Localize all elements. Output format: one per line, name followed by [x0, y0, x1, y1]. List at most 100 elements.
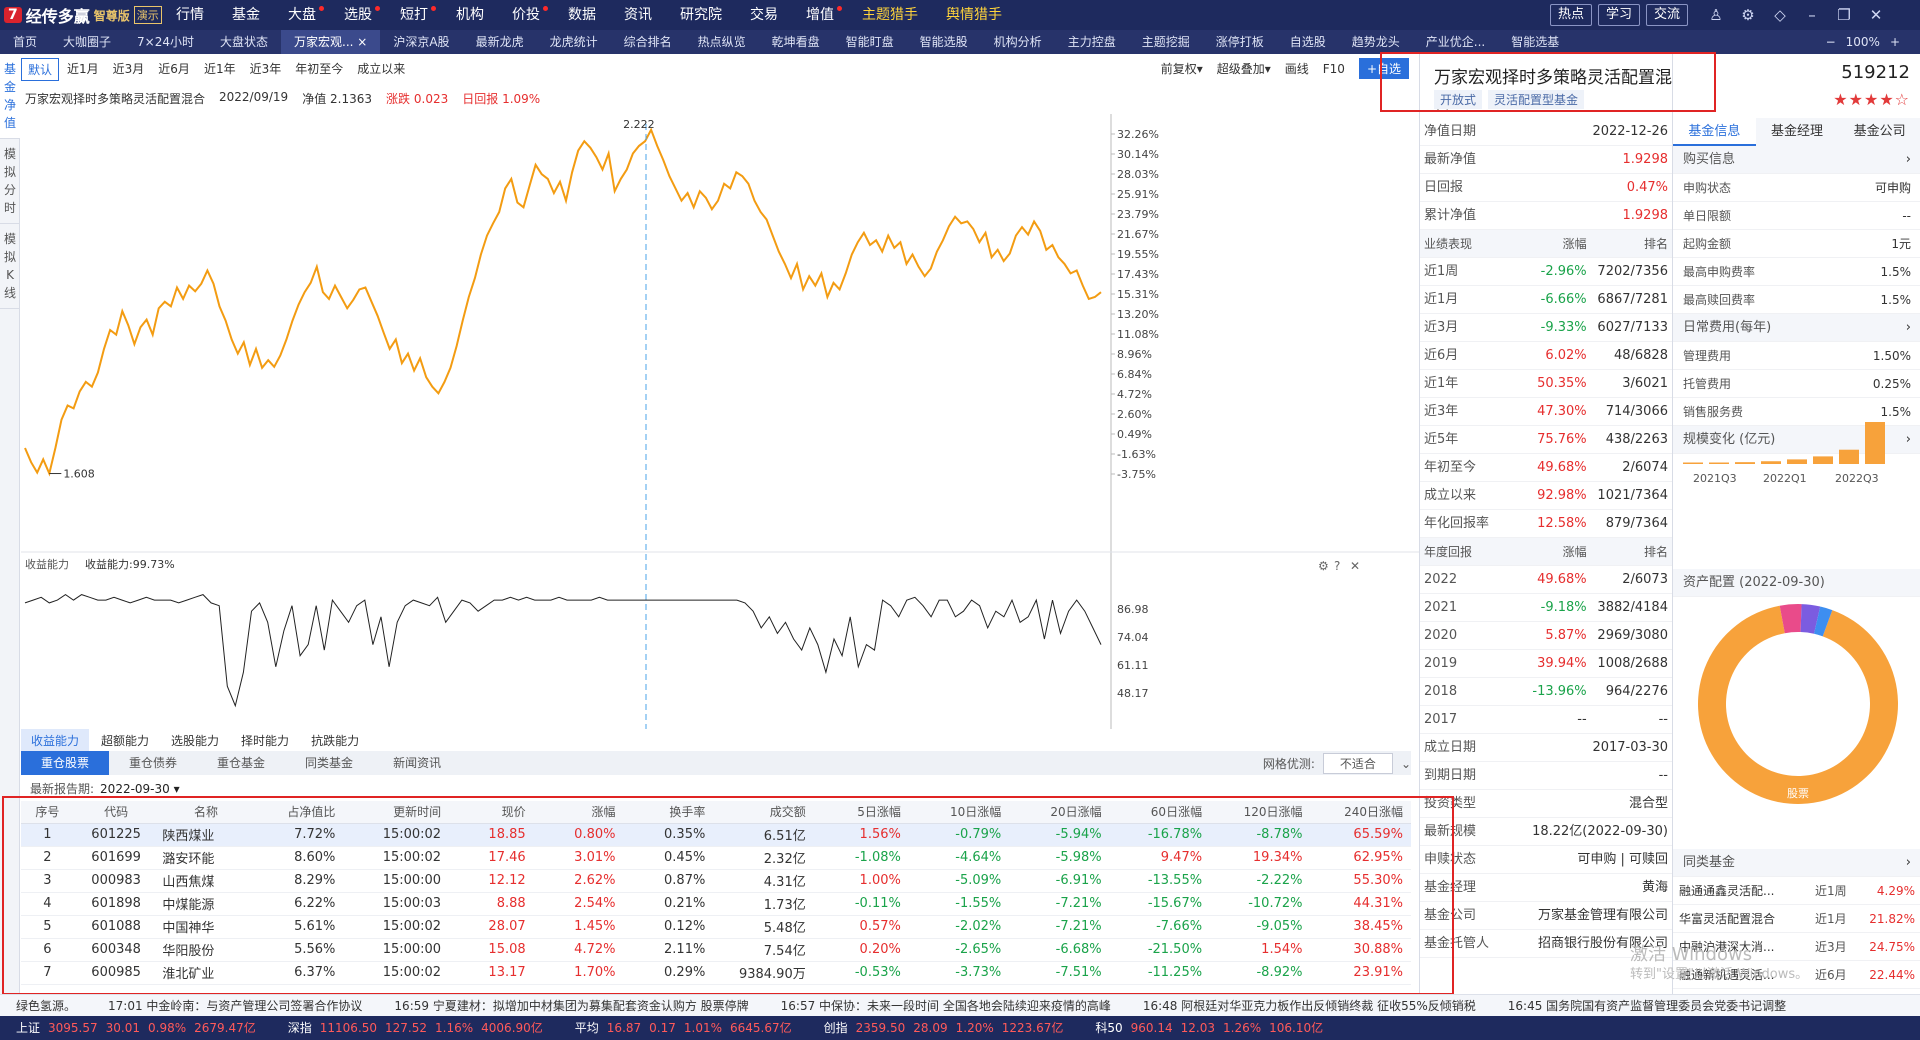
tab-3[interactable]: 大盘状态: [220, 35, 269, 49]
tab-16[interactable]: 涨停打板: [1215, 35, 1264, 49]
period-5[interactable]: 近3年: [249, 62, 282, 76]
col-header-7[interactable]: 换手率: [623, 801, 714, 824]
side-section-header[interactable]: 购买信息 ›: [1673, 146, 1920, 174]
col-header-8[interactable]: 成交额: [713, 801, 814, 824]
col-header-14[interactable]: 240日涨幅: [1310, 801, 1411, 824]
news-item-1[interactable]: 17:01 中金岭南：与资产管理公司签署合作协议: [108, 999, 363, 1013]
top-button-2[interactable]: 交流: [1646, 4, 1689, 26]
tab-20[interactable]: 智能选基: [1511, 35, 1560, 49]
col-header-11[interactable]: 20日涨幅: [1009, 801, 1110, 824]
tool-4[interactable]: +自选: [1358, 58, 1409, 79]
menu-item-12[interactable]: 主题猎手: [862, 7, 918, 23]
period-3[interactable]: 近6月: [158, 62, 190, 76]
table-row[interactable]: 7 600985 淮北矿业 6.37% 15:00:02 13.17 1.70% 0.29% 9…: [21, 961, 1411, 985]
col-header-6[interactable]: 涨幅: [533, 801, 624, 824]
table-row[interactable]: 3 000983 山西焦煤 8.29% 15:00:00 12.12 2.62% 0.87% 4…: [21, 869, 1411, 893]
menu-item-11[interactable]: 增值: [792, 0, 848, 30]
col-header-3[interactable]: 占净值比: [253, 801, 344, 824]
tab-2[interactable]: 7×24小时: [137, 35, 194, 49]
tab-14[interactable]: 主力控盘: [1067, 35, 1116, 49]
zoom-out-icon[interactable]: −: [1825, 35, 1836, 49]
news-item-4[interactable]: 16:48 阿根廷对华亚克力板作出反倾销终裁 征收55%反倾销税: [1142, 999, 1476, 1013]
ability-tab-1[interactable]: 超额能力: [101, 734, 150, 748]
left-tab-0[interactable]: 基金净值: [0, 54, 20, 139]
period-6[interactable]: 年初至今: [295, 62, 344, 76]
left-tab-1[interactable]: 模拟分时: [0, 139, 20, 224]
period-1[interactable]: 近1月: [67, 62, 99, 76]
table-row[interactable]: 2 601699 潞安环能 8.60% 15:00:02 17.46 3.01% 0.45% 2…: [21, 846, 1411, 870]
nav-chart[interactable]: 32.26% 30.14% 28.03% 25.91% 23.79% 21.67% 19.5…: [21, 54, 1419, 729]
col-header-4[interactable]: 更新时间: [343, 801, 450, 824]
tool-2[interactable]: 画线: [1284, 62, 1309, 76]
menu-item-13[interactable]: 舆情猎手: [946, 7, 1002, 23]
menu-item-1[interactable]: 基金: [232, 7, 260, 23]
holding-tab-2[interactable]: 重仓基金: [217, 756, 266, 770]
index-item-4[interactable]: 科50 960.14 12.03 1.26% 106.10亿: [1079, 1016, 1339, 1040]
tab-15[interactable]: 主题挖掘: [1141, 35, 1190, 49]
col-header-10[interactable]: 10日涨幅: [908, 801, 1010, 824]
period-2[interactable]: 近3月: [112, 62, 145, 76]
menu-item-0[interactable]: 行情: [176, 7, 204, 23]
close-icon[interactable]: ✕: [1350, 559, 1360, 573]
similar-fund-row[interactable]: 融通新机遇灵活... 近6月 22.44%: [1673, 961, 1920, 989]
minus-icon[interactable]: –: [1808, 6, 1816, 24]
side-tab-2[interactable]: 基金公司: [1853, 124, 1906, 139]
tab-10[interactable]: 乾坤看盘: [771, 35, 820, 49]
similar-fund-row[interactable]: 华富灵活配置混合 近1月 21.82%: [1673, 905, 1920, 933]
similar-section-header[interactable]: 同类基金 ›: [1673, 849, 1920, 877]
col-header-2[interactable]: 名称: [158, 801, 254, 824]
menu-item-3[interactable]: 选股: [330, 0, 386, 30]
holding-tab-3[interactable]: 同类基金: [305, 756, 354, 770]
restore-icon[interactable]: ❐: [1837, 6, 1851, 24]
zoom-in-icon[interactable]: +: [1889, 35, 1900, 49]
holding-tab-4[interactable]: 新闻资讯: [393, 756, 442, 770]
help-icon[interactable]: ?: [1334, 559, 1340, 573]
table-row[interactable]: 1 601225 陕西煤业 7.72% 15:00:02 18.85 0.80% 0.35% 6…: [21, 823, 1411, 847]
tab-17[interactable]: 自选股: [1289, 35, 1326, 49]
tab-6[interactable]: 最新龙虎: [475, 35, 524, 49]
side-tab-0[interactable]: 基金信息: [1673, 118, 1756, 146]
holding-tab-1[interactable]: 重仓债券: [129, 756, 178, 770]
similar-fund-row[interactable]: 融通通鑫灵活配... 近1周 4.29%: [1673, 877, 1920, 905]
side-tab-1[interactable]: 基金经理: [1771, 124, 1824, 139]
news-item-3[interactable]: 16:57 中保协：未来一段时间 全国各地会陆续迎来疫情的高峰: [780, 999, 1111, 1013]
tab-8[interactable]: 综合排名: [623, 35, 672, 49]
news-item-0[interactable]: 绿色氢源。: [16, 999, 77, 1013]
col-header-9[interactable]: 5日涨幅: [813, 801, 909, 824]
ability-tab-2[interactable]: 选股能力: [171, 734, 220, 748]
menu-item-9[interactable]: 研究院: [680, 7, 722, 23]
news-item-2[interactable]: 16:59 宁夏建材：拟增加中材集团为募集配套资金认购方 股票停牌: [394, 999, 749, 1013]
col-header-12[interactable]: 60日涨幅: [1109, 801, 1211, 824]
table-row[interactable]: 6 600348 华阳股份 5.56% 15:00:00 15.08 4.72% 2.11% 7…: [21, 938, 1411, 962]
holding-tab-0[interactable]: 重仓股票: [21, 751, 110, 775]
ability-tab-3[interactable]: 择时能力: [241, 734, 290, 748]
tab-0[interactable]: 首页: [13, 35, 38, 49]
col-header-1[interactable]: 代码: [73, 801, 159, 824]
index-item-0[interactable]: 上证 3095.57 30.01 0.98% 2679.47亿: [0, 1016, 272, 1040]
settings-icon[interactable]: ⚙: [1318, 559, 1329, 573]
menu-item-2[interactable]: 大盘: [274, 0, 330, 30]
asset-section-header[interactable]: 资产配置 (2022-09-30): [1673, 569, 1920, 597]
tab-9[interactable]: 热点纵览: [697, 35, 746, 49]
tool-0[interactable]: 前复权▾: [1160, 62, 1203, 76]
gear-icon[interactable]: ⚙: [1741, 6, 1755, 24]
ability-tab-0[interactable]: 收益能力: [21, 729, 90, 751]
report-date-select[interactable]: 2022-09-30 ▾: [100, 782, 180, 796]
index-item-2[interactable]: 平均 16.87 0.17 1.01% 6645.67亿: [559, 1016, 808, 1040]
grid-option-select[interactable]: 不适合: [1322, 753, 1393, 774]
menu-item-6[interactable]: 价投: [498, 0, 554, 30]
menu-item-7[interactable]: 数据: [568, 7, 596, 23]
table-row[interactable]: 5 601088 中国神华 5.61% 15:00:02 28.07 1.45% 0.12% 5…: [21, 915, 1411, 939]
menu-item-8[interactable]: 资讯: [624, 7, 652, 23]
tab-12[interactable]: 智能选股: [919, 35, 968, 49]
tool-1[interactable]: 超级叠加▾: [1216, 62, 1271, 76]
tab-13[interactable]: 机构分析: [993, 35, 1042, 49]
collapse-icon[interactable]: ⌄: [1400, 756, 1411, 771]
ability-tab-4[interactable]: 抗跌能力: [311, 734, 360, 748]
menu-item-5[interactable]: 机构: [456, 7, 484, 23]
tab-11[interactable]: 智能盯盘: [845, 35, 894, 49]
tab-4[interactable]: 万家宏观... ×: [281, 30, 381, 54]
tab-7[interactable]: 龙虎统计: [549, 35, 598, 49]
tab-18[interactable]: 趋势龙头: [1351, 35, 1400, 49]
